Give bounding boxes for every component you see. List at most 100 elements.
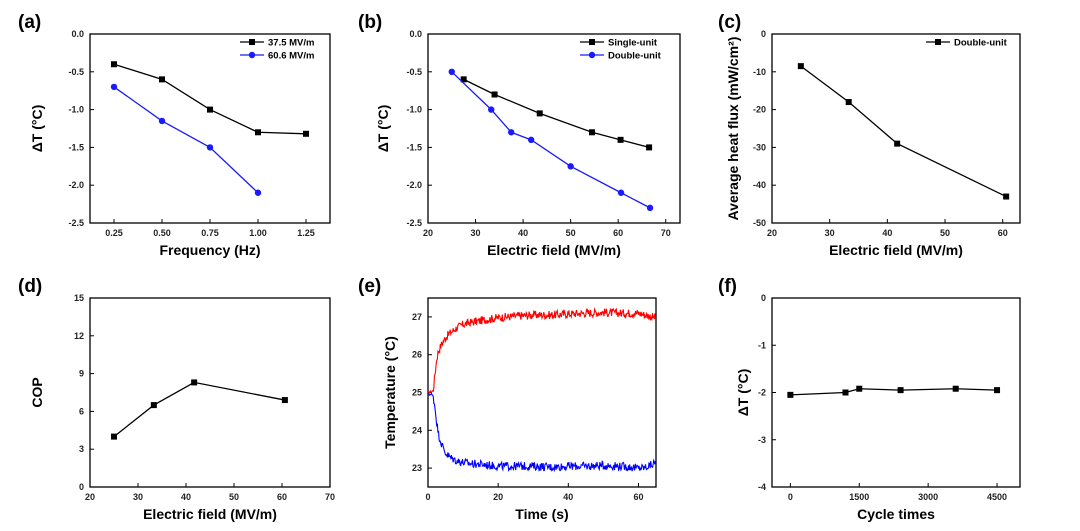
series-line xyxy=(428,392,656,473)
panel-label: (c) xyxy=(718,12,741,33)
x-tick-label: 30 xyxy=(825,228,835,238)
x-tick-label: 40 xyxy=(563,492,573,502)
data-point xyxy=(110,83,118,91)
series-1 xyxy=(460,76,653,151)
y-axis-title: ΔT (°C) xyxy=(29,105,45,153)
x-tick-label: 70 xyxy=(661,228,671,238)
legend-label: Double-unit xyxy=(608,51,662,62)
y-tick-label: 24 xyxy=(412,425,422,435)
data-point xyxy=(994,387,1001,394)
x-tick-label: 1500 xyxy=(849,492,869,502)
data-point xyxy=(646,144,653,151)
x-tick-label: 30 xyxy=(133,492,143,502)
legend-label: 60.6 MV/m xyxy=(268,51,314,62)
x-tick-label: 20 xyxy=(767,228,777,238)
series-line xyxy=(113,86,259,194)
data-point xyxy=(589,129,596,136)
x-tick-label: 60 xyxy=(998,228,1008,238)
series-1 xyxy=(428,307,656,395)
data-point xyxy=(646,204,654,212)
y-tick-label: -2.0 xyxy=(406,180,422,190)
legend-label: 37.5 MV/m xyxy=(268,38,314,49)
data-point xyxy=(488,106,495,113)
y-tick-label: 0.0 xyxy=(71,29,84,39)
data-point xyxy=(536,110,543,117)
legend-marker xyxy=(935,39,941,45)
series-line xyxy=(113,381,286,438)
legend-marker xyxy=(249,39,255,45)
y-tick-label: 9 xyxy=(79,369,84,379)
x-tick-label: 0.50 xyxy=(153,228,171,238)
series-2 xyxy=(448,68,654,212)
plot-frame xyxy=(89,33,331,224)
y-tick-label: 6 xyxy=(79,406,84,416)
x-tick-label: 30 xyxy=(471,228,481,238)
x-axis-title: Electric field (MV/m) xyxy=(829,242,963,258)
panel-label: (a) xyxy=(18,12,41,33)
x-tick-label: 0 xyxy=(788,492,793,502)
panel-a: (a) 0.25 0.50 0.75 1.00 1.25 0.0 -0.5 -1.0 -1.5 -2… xyxy=(18,12,331,258)
series-line xyxy=(463,78,650,149)
y-tick-label: 0 xyxy=(761,29,766,39)
y-tick-label: -1 xyxy=(758,340,766,350)
data-point xyxy=(845,99,852,106)
y-tick-label: 15 xyxy=(74,293,84,303)
panel-f: (f) 0 1500 3000 4500 0 -1 -2 -3 -4 Cycle times ΔT (… xyxy=(718,276,1021,522)
data-point xyxy=(617,136,624,143)
data-point xyxy=(894,140,901,147)
panel-label: (d) xyxy=(18,276,42,297)
data-point xyxy=(281,397,288,404)
legend: 37.5 MV/m 60.6 MV/m xyxy=(240,38,314,62)
x-axis-title: Electric field (MV/m) xyxy=(487,242,621,258)
y-tick-label: -1.0 xyxy=(406,105,422,115)
panel-c: (c) 20 30 40 50 60 0 -10 -20 -30 -40 -50 Electric fi… xyxy=(718,12,1021,258)
x-tick-label: 60 xyxy=(277,492,287,502)
data-point xyxy=(254,189,262,196)
x-tick-label: 0 xyxy=(425,492,430,502)
series-line xyxy=(790,388,998,396)
x-tick-label: 50 xyxy=(566,228,576,238)
series-1 xyxy=(111,61,309,137)
y-axis-title: Temperature (°C) xyxy=(382,336,398,449)
x-tick-label: 0.25 xyxy=(105,228,123,238)
legend-marker xyxy=(248,51,256,59)
y-tick-label: -30 xyxy=(753,142,766,152)
series-line xyxy=(113,63,307,135)
x-tick-label: 40 xyxy=(882,228,892,238)
x-axis-title: Time (s) xyxy=(515,506,568,522)
legend: Single-unit Double-unit xyxy=(580,38,662,62)
x-tick-label: 20 xyxy=(493,492,503,502)
panel-label: (b) xyxy=(358,12,382,33)
data-point xyxy=(150,402,157,409)
data-point xyxy=(191,379,198,386)
plot-frame xyxy=(89,297,331,488)
plot-frame xyxy=(771,297,1021,488)
data-point xyxy=(952,385,959,392)
data-point xyxy=(797,63,804,70)
y-axis-title: ΔT (°C) xyxy=(735,369,751,417)
y-axis-title: Average heat flux (mW/cm²) xyxy=(725,37,741,221)
series-1 xyxy=(797,63,1010,200)
y-tick-label: -3 xyxy=(758,435,766,445)
series-2 xyxy=(110,83,262,196)
y-tick-label: 23 xyxy=(412,463,422,473)
data-point xyxy=(856,385,863,392)
data-point xyxy=(787,391,794,398)
panel-d: (d) 20 30 40 50 60 70 0 3 6 9 12 15 Electric field (M… xyxy=(18,276,335,522)
x-tick-label: 60 xyxy=(633,492,643,502)
x-tick-label: 4500 xyxy=(987,492,1007,502)
y-tick-label: -50 xyxy=(753,218,766,228)
panel-e: (e) 0 20 40 60 23 24 25 26 27 Time (s) Temperature … xyxy=(358,276,657,522)
data-point xyxy=(158,117,166,125)
y-tick-label: -2.0 xyxy=(68,180,84,190)
x-tick-label: 1.25 xyxy=(297,228,315,238)
series-line xyxy=(428,307,656,395)
series-line xyxy=(800,65,1007,198)
x-axis-title: Frequency (Hz) xyxy=(159,242,260,258)
y-tick-label: -0.5 xyxy=(68,67,84,77)
data-point xyxy=(206,144,214,151)
x-tick-label: 0.75 xyxy=(201,228,219,238)
panel-label: (e) xyxy=(358,276,381,297)
data-point xyxy=(508,129,515,136)
